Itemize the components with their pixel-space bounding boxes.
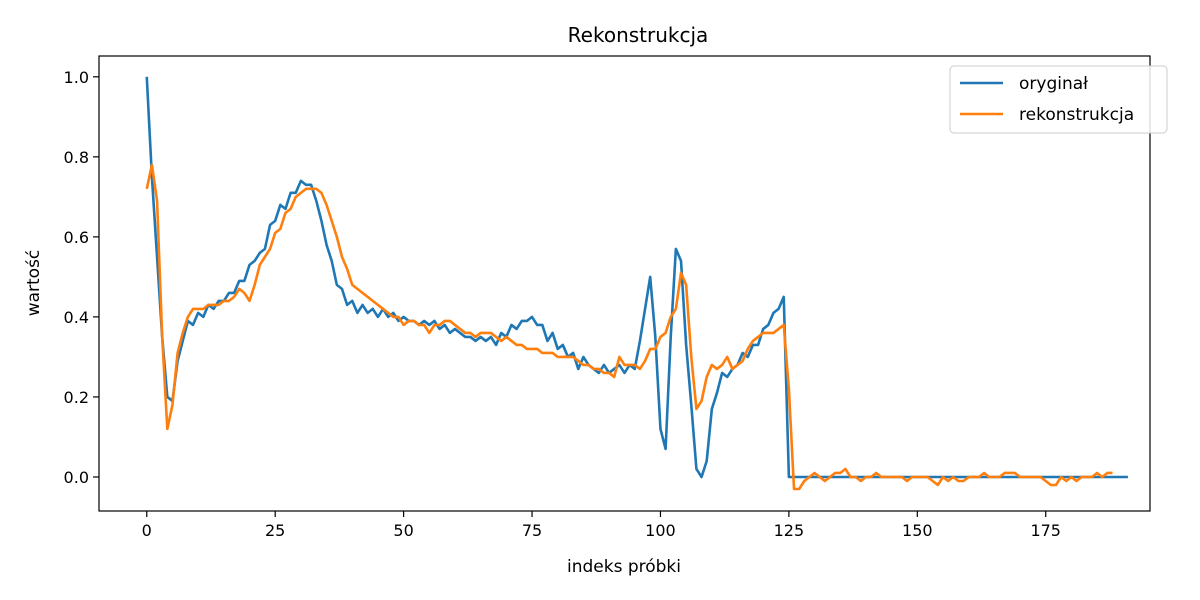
x-tick-label: 50 (393, 521, 413, 540)
plot-area (145, 76, 1128, 491)
y-tick-label: 0.0 (64, 468, 89, 487)
y-tick-label: 0.8 (64, 148, 89, 167)
x-axis-label: indeks próbki (567, 557, 681, 577)
y-axis-ticks: 0.0 0.2 0.4 0.6 0.8 1.0 (64, 68, 99, 487)
legend-label-oryginal: oryginał (1019, 74, 1088, 94)
series-line-oryginal (145, 76, 1128, 479)
x-tick-label: 75 (522, 521, 542, 540)
y-tick-label: 0.6 (64, 228, 89, 247)
y-axis-label: wartość (24, 250, 44, 317)
chart-title: Rekonstrukcja (568, 23, 709, 47)
x-tick-label: 125 (774, 521, 805, 540)
x-tick-label: 175 (1030, 521, 1061, 540)
x-tick-label: 0 (142, 521, 152, 540)
x-tick-label: 150 (902, 521, 933, 540)
y-tick-label: 1.0 (64, 68, 89, 87)
legend: oryginał rekonstrukcja (949, 65, 1168, 134)
y-tick-label: 0.4 (64, 308, 89, 327)
series-line-rekonstrukcja (145, 163, 1113, 491)
axes-frame (98, 55, 1151, 512)
legend-box (949, 65, 1168, 134)
y-tick-label: 0.2 (64, 388, 89, 407)
legend-label-rekonstrukcja: rekonstrukcja (1019, 105, 1134, 125)
x-axis-ticks: 0 25 50 75 100 125 150 175 (142, 511, 1061, 540)
x-tick-label: 100 (645, 521, 676, 540)
x-tick-label: 25 (265, 521, 285, 540)
